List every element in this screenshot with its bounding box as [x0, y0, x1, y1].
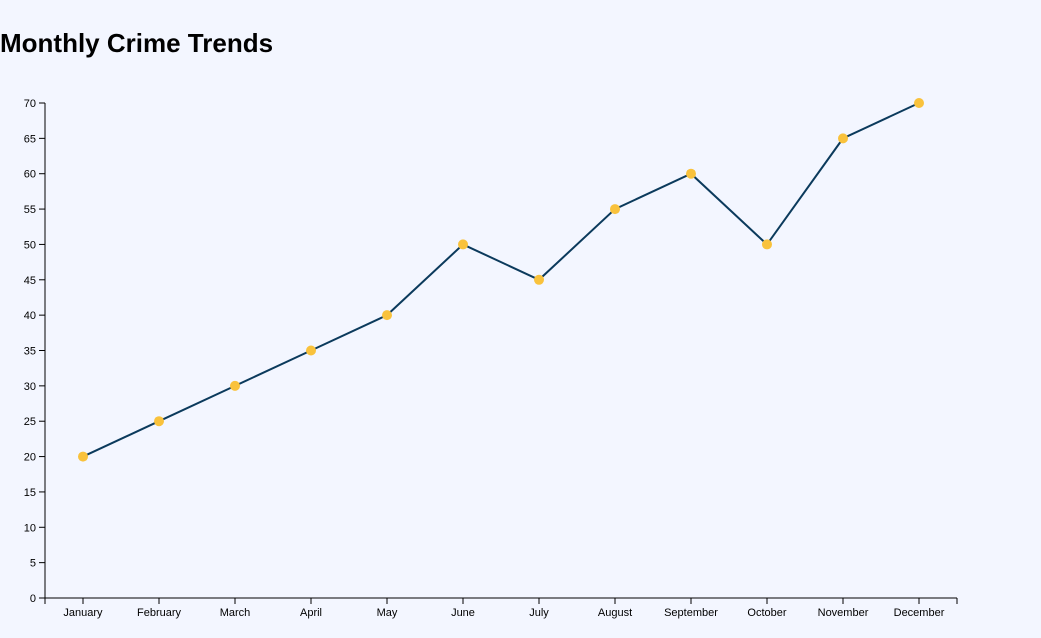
- x-tick-label: March: [220, 607, 251, 619]
- data-point: [458, 239, 468, 250]
- y-tick-label: 55: [24, 204, 36, 216]
- data-point: [154, 416, 164, 427]
- data-point: [686, 168, 696, 179]
- y-tick-label: 70: [24, 98, 36, 110]
- y-tick-label: 65: [24, 133, 36, 145]
- y-tick-label: 20: [24, 452, 36, 464]
- x-tick-label: July: [529, 607, 549, 619]
- x-tick-label: September: [664, 607, 718, 619]
- y-tick-label: 5: [30, 558, 36, 570]
- data-point: [382, 310, 392, 321]
- data-point: [230, 380, 240, 391]
- chart-title: Monthly Crime Trends: [0, 28, 274, 58]
- y-tick-label: 35: [24, 346, 36, 358]
- y-tick-label: 25: [24, 416, 36, 428]
- y-tick-label: 45: [24, 275, 36, 287]
- data-point: [610, 204, 620, 215]
- y-tick-label: 10: [24, 522, 36, 534]
- y-tick-label: 40: [24, 310, 36, 322]
- x-tick-label: August: [598, 607, 632, 619]
- x-tick-label: June: [451, 607, 475, 619]
- x-tick-label: October: [747, 607, 786, 619]
- data-point: [914, 98, 924, 108]
- data-point: [534, 274, 544, 285]
- data-point: [762, 239, 772, 250]
- x-tick-label: November: [818, 607, 869, 619]
- x-tick-label: February: [137, 607, 182, 619]
- x-tick-label: January: [63, 607, 103, 619]
- y-tick-label: 15: [24, 487, 36, 499]
- y-tick-label: 30: [24, 381, 36, 393]
- y-tick-label: 50: [24, 239, 36, 251]
- data-point: [306, 345, 316, 356]
- data-point: [78, 451, 88, 462]
- series-line: [82, 102, 920, 458]
- x-tick-label: December: [894, 607, 945, 619]
- y-tick-label: 60: [24, 169, 36, 181]
- x-tick-label: May: [377, 607, 398, 619]
- y-tick-label: 0: [30, 593, 36, 605]
- data-point: [838, 133, 848, 144]
- x-tick-label: April: [300, 607, 322, 619]
